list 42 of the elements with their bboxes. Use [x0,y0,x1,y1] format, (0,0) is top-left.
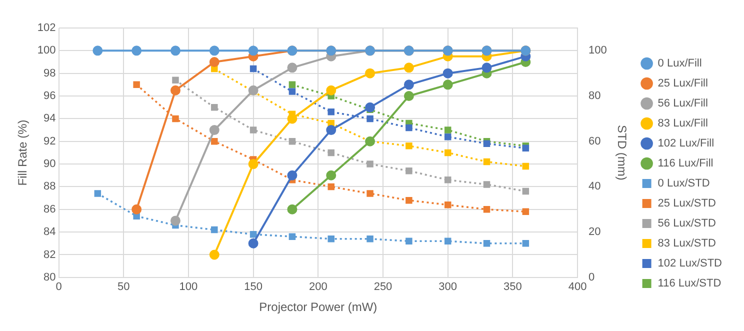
legend-label: 116 Lux/Fill [658,158,714,170]
y-tick-label: 84 [44,226,56,238]
x-tick-label: 300 [438,281,458,294]
y-tick-label: 88 [44,180,56,193]
legend-label: 83 Lux/STD [658,238,716,250]
y-axis-title: Fill Rate (%) [16,120,30,186]
x-axis-title: Projector Power (mW) [259,300,378,314]
x-tick-label: 100 [179,281,198,294]
y-tick-label: 80 [44,271,56,284]
y-tick-label: 86 [44,203,56,216]
legend-label: 83 Lux/Fill [658,118,708,130]
x-tick-label: 400 [568,281,587,294]
y2-tick-label: 100 [588,44,607,57]
y2-tick-label: 80 [588,90,601,102]
x-tick-label: 350 [504,281,522,294]
x-tick-label: 150 [244,281,262,294]
y-tick-label: 100 [37,44,56,57]
legend-label: 102 Lux/STD [658,258,722,270]
legend-label: 116 Lux/STD [658,278,722,290]
x-tick-label: 250 [374,281,392,294]
legend-label: 0 Lux/STD [658,178,710,190]
y-tick-label: 90 [44,158,56,170]
y-tick-label: 96 [44,90,56,102]
legend-label: 0 Lux/Fill [658,58,702,70]
legend-label: 56 Lux/STD [658,218,716,230]
y-tick-label: 92 [44,135,56,148]
y-tick-label: 82 [44,248,56,261]
legend-label: 102 Lux/Fill [658,138,714,150]
y2-tick-label: 40 [588,180,601,193]
y2-axis-title: STD (mm) [614,125,629,180]
legend-label: 25 Lux/STD [658,198,716,210]
y2-tick-label: 60 [588,135,601,148]
x-tick-label: 200 [308,281,328,294]
legend-label: 25 Lux/Fill [658,78,708,90]
y-tick-label: 94 [44,112,56,125]
y-tick-label: 98 [44,67,56,80]
legend-label: 56 Lux/Fill [658,98,708,110]
y-tick-label: 102 [37,22,56,34]
x-tick-label: 0 [56,281,62,294]
y2-tick-label: 20 [588,226,601,238]
x-tick-label: 50 [117,281,130,294]
y2-tick-label: 0 [588,271,595,284]
